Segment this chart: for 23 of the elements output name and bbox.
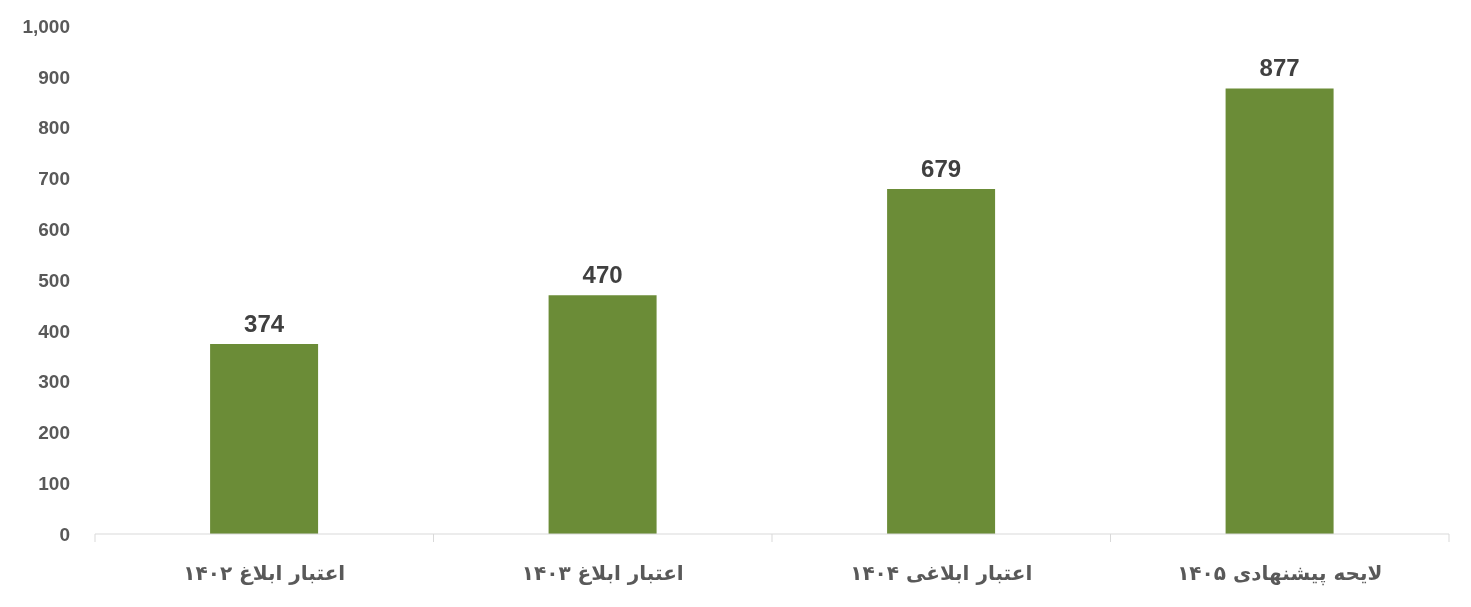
bar [887, 189, 996, 534]
y-tick-label: 700 [38, 168, 70, 190]
y-tick-label: 800 [38, 117, 70, 139]
x-tick-label: اعتبار ابلاغی ۱۴۰۴ [850, 561, 1033, 585]
x-tick-label: لایحه پیشنهادی ۱۴۰۵ [1177, 561, 1383, 586]
data-label: 470 [582, 261, 623, 289]
y-tick-label: 900 [38, 66, 70, 88]
y-tick-label: 600 [38, 218, 70, 240]
data-label: 877 [1259, 54, 1300, 82]
bar [210, 344, 319, 534]
y-tick-label: 400 [38, 320, 70, 342]
y-tick-label: 500 [38, 269, 70, 291]
bar [548, 295, 657, 534]
y-tick-label: 100 [38, 472, 70, 494]
bar [1225, 88, 1334, 534]
y-tick-label: 200 [38, 422, 70, 444]
x-tick-label: اعتبار ابلاغ ۱۴۰۳ [521, 561, 684, 585]
data-label: 374 [244, 310, 285, 338]
y-tick-label: 0 [59, 523, 70, 545]
data-label: 679 [921, 155, 962, 183]
y-tick-label: 300 [38, 371, 70, 393]
y-tick-label: 1,000 [22, 15, 70, 37]
x-tick-label: اعتبار ابلاغ ۱۴۰۲ [183, 561, 346, 585]
